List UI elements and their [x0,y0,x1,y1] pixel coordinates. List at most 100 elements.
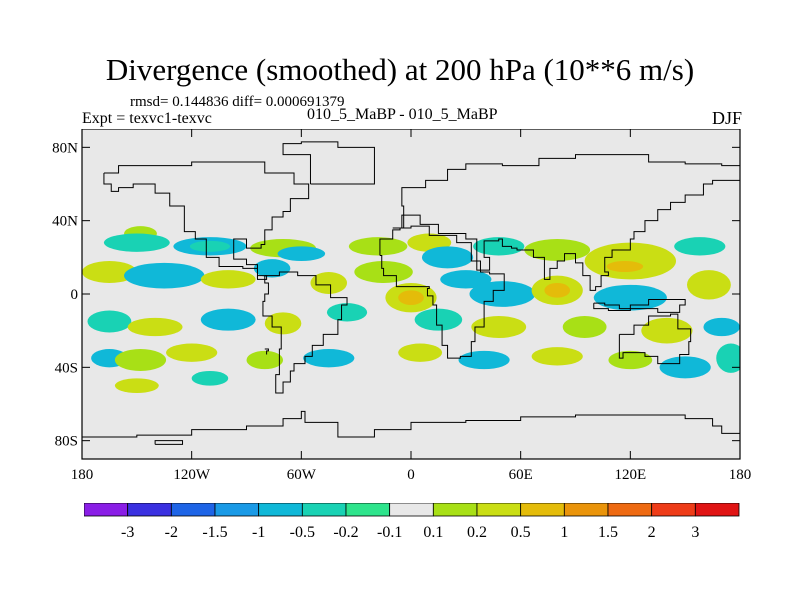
divergence-blob [544,283,571,298]
divergence-blob [348,237,408,256]
divergence-blob [277,246,326,261]
coastline [154,440,184,445]
colorbar-swatch [694,503,740,517]
divergence-blob [458,350,510,370]
colorbar-label: -3 [121,524,134,541]
colorbar-label: 2 [648,524,656,541]
axis-ticks [81,129,741,459]
divergence-field [82,226,740,393]
divergence-blob [473,237,525,256]
divergence-blob [471,316,527,338]
colorbar-label: -0.2 [333,524,358,541]
divergence-blob [398,290,424,305]
stats-line: rmsd= 0.144836 diff= 0.000691379 [130,94,345,110]
divergence-blob [127,317,183,337]
divergence-blob [440,270,492,289]
x-tick-label: 60W [287,467,317,479]
coastlines [82,141,740,445]
colorbar-swatch [345,503,391,517]
divergence-blob [562,316,607,338]
divergence-blob [469,281,536,307]
divergence-blob [124,262,205,289]
coastline [593,299,686,313]
colorbar-label: -0.1 [377,524,402,541]
coastline [82,410,740,438]
x-axis-labels: 180 120W 60W 0 60E 120E 180 [71,467,752,479]
divergence-blob [87,310,132,333]
coastline [264,348,269,355]
colorbar-label: -0.5 [290,524,315,541]
x-tick-label: 120W [173,467,211,479]
colorbar-swatch [651,503,696,517]
colorbar-label: -1 [252,524,265,541]
colorbar-label: 0.1 [423,524,443,541]
colorbar: -3 -2 -1.5 -1 -0.5 -0.2 -0.1 0.1 0.2 0.5 1 1.5 2 3 [84,503,740,541]
colorbar-swatch [127,503,172,517]
y-tick-label: 40S [55,360,78,376]
divergence-blob [326,303,368,322]
divergence-blob [246,350,284,370]
divergence-blob [686,270,731,300]
colorbar-swatches [84,503,740,517]
divergence-blob [414,308,463,331]
map-plot: 80N 40N 0 40S 80S 180 120W 60W 0 60E 120E 180 [52,129,752,479]
coastline [392,154,740,291]
divergence-blob [608,350,653,370]
colorbar-swatch [389,503,434,517]
colorbar-label: -1.5 [202,524,227,541]
x-tick-label: 180 [71,467,94,479]
y-tick-label: 40N [52,214,78,230]
divergence-blob [114,378,159,393]
colorbar-swatch [607,503,653,517]
y-axis-labels: 80N 40N 0 40S 80S [52,140,78,449]
divergence-blob [531,347,583,366]
divergence-blob [189,240,231,252]
divergence-blob [398,343,443,362]
colorbar-swatch [84,503,129,517]
colorbar-swatch [301,503,347,517]
experiment-label: Expt = texvc1-texvc [82,110,212,127]
y-tick-label: 80N [52,140,78,156]
divergence-blob [606,261,644,272]
divergence-blob [703,317,740,337]
divergence-blob [303,349,355,368]
coastline [103,161,310,280]
divergence-blob [674,237,726,256]
divergence-blob [524,239,591,261]
divergence-blob [103,233,170,252]
colorbar-swatch [432,503,478,517]
colorbar-swatch [520,503,565,517]
divergence-blob [264,312,302,335]
divergence-blob [641,317,693,344]
divergence-blob [716,343,740,373]
chart-title: Divergence (smoothed) at 200 hPa (10**6 … [105,52,695,87]
colorbar-label: 1.5 [598,524,618,541]
season-label: DJF [712,108,743,128]
divergence-blob [200,308,256,331]
x-tick-label: 60E [509,467,533,479]
divergence-blob [659,356,711,379]
colorbar-swatch [214,503,260,517]
divergence-blob [166,343,218,362]
colorbar-swatch [563,503,609,517]
coastline [262,271,348,394]
colorbar-label: 1 [560,524,568,541]
divergence-blob [191,371,229,386]
colorbar-swatch [258,503,303,517]
colorbar-swatch [476,503,522,517]
x-tick-label: 180 [729,467,752,479]
coastline [618,313,692,365]
colorbar-labels: -3 -2 -1.5 -1 -0.5 -0.2 -0.1 0.1 0.2 0.5 1 1.5 2 3 [121,524,699,541]
divergence-blob [421,246,474,269]
colorbar-swatch [170,503,216,517]
y-tick-label: 0 [71,287,79,303]
colorbar-label: 0.5 [511,524,531,541]
x-tick-label: 0 [407,467,415,479]
divergence-blob [584,242,677,280]
divergence-blob [310,272,348,294]
colorbar-label: 0.2 [467,524,487,541]
colorbar-label: 3 [691,524,699,541]
runs-label: 010_5_MaBP - 010_5_MaBP [307,106,498,123]
divergence-blob [200,270,256,289]
divergence-blob [114,349,167,371]
